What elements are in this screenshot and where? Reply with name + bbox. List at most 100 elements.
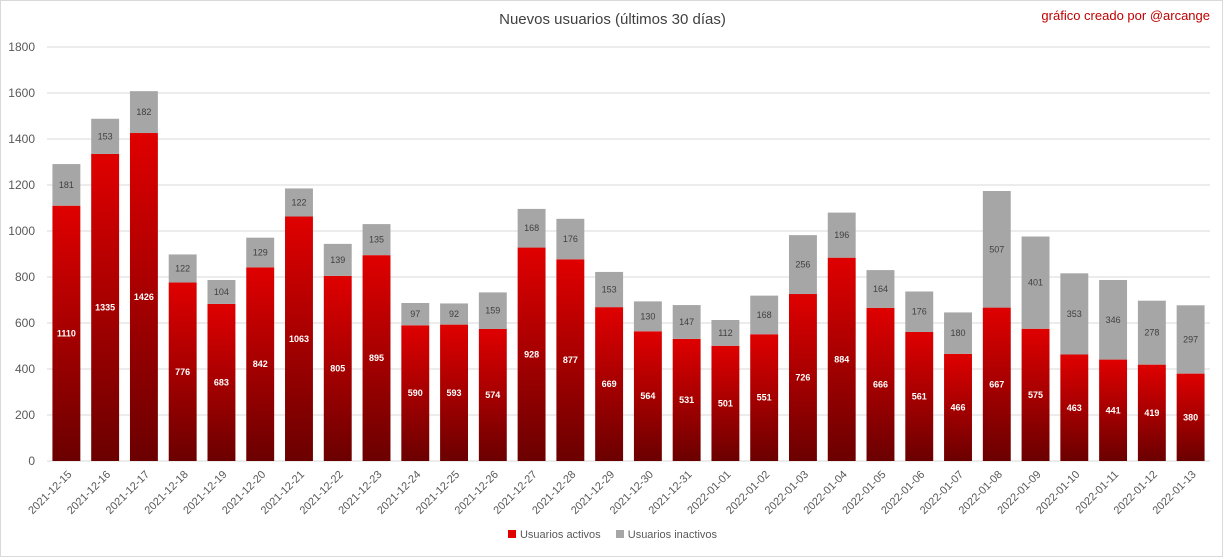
data-label-active: 575 — [1028, 390, 1043, 400]
bar-inactive — [1099, 279, 1128, 360]
data-label-inactive: 112 — [718, 328, 732, 338]
bar-inactive — [944, 312, 972, 354]
data-label-inactive: 278 — [1144, 328, 1159, 338]
bar-inactive — [827, 212, 856, 258]
bar-active — [944, 353, 972, 461]
legend-item-active: Usuarios activos — [507, 529, 601, 541]
x-axis: 2021-12-152021-12-162021-12-172021-12-18… — [26, 469, 1199, 517]
data-label-active: 1335 — [95, 302, 115, 312]
bar-active — [788, 294, 817, 461]
data-label-inactive: 297 — [1183, 334, 1198, 344]
bar-inactive — [905, 291, 934, 332]
data-label-active: 669 — [602, 379, 617, 389]
data-label-inactive: 181 — [59, 180, 74, 190]
chart-credit: gráfico creado por @arcange — [1041, 8, 1210, 23]
bar-active — [323, 275, 352, 461]
data-label-inactive: 92 — [449, 309, 459, 319]
bar-active — [1060, 354, 1089, 461]
bar-inactive — [246, 237, 275, 268]
y-tick-label: 800 — [15, 270, 35, 284]
bar-inactive — [711, 320, 740, 346]
bar-inactive — [595, 271, 624, 308]
bar-active — [91, 153, 120, 461]
data-label-active: 551 — [757, 393, 772, 403]
data-label-inactive: 122 — [291, 197, 306, 207]
bar-active — [556, 259, 585, 461]
data-label-active: 463 — [1067, 403, 1082, 413]
bar-active — [440, 324, 469, 461]
bar-inactive — [168, 254, 197, 283]
data-label-active: 466 — [951, 402, 966, 412]
data-label-inactive: 346 — [1106, 315, 1121, 325]
legend: Usuarios activos Usuarios inactivos — [1, 529, 1223, 541]
bar-active — [750, 334, 779, 461]
bar-active — [401, 325, 430, 461]
data-label-inactive: 153 — [98, 131, 113, 141]
data-label-inactive: 176 — [563, 234, 578, 244]
data-label-active: 574 — [485, 390, 500, 400]
data-label-inactive: 256 — [795, 260, 810, 270]
data-label-inactive: 122 — [175, 263, 190, 273]
bar-inactive — [478, 292, 507, 329]
bar-inactive — [1021, 236, 1050, 329]
bar-inactive — [362, 224, 391, 256]
bar-inactive — [1176, 305, 1205, 374]
data-label-active: 590 — [408, 388, 423, 398]
y-tick-label: 1800 — [8, 40, 35, 54]
bar-active — [168, 282, 197, 461]
bar-inactive — [129, 91, 158, 134]
bar-inactive — [556, 218, 585, 260]
bar-active — [1021, 328, 1050, 461]
bar-inactive — [91, 118, 120, 154]
bar-active — [285, 216, 313, 461]
data-label-active: 895 — [369, 353, 384, 363]
bar-active — [207, 303, 236, 461]
data-label-inactive: 159 — [485, 306, 500, 316]
legend-swatch-inactive — [615, 530, 624, 538]
data-label-inactive: 353 — [1067, 309, 1082, 319]
data-label-active: 441 — [1106, 405, 1121, 415]
y-tick-label: 1000 — [8, 224, 35, 238]
y-tick-label: 400 — [15, 362, 35, 376]
bar-inactive — [672, 305, 701, 339]
bar-inactive — [323, 243, 352, 276]
bar-inactive — [440, 303, 469, 325]
data-label-inactive: 104 — [214, 287, 229, 297]
data-label-inactive: 168 — [524, 223, 539, 233]
data-label-active: 666 — [873, 379, 888, 389]
bar-inactive — [866, 270, 895, 308]
data-label-active: 667 — [989, 379, 1004, 389]
data-label-inactive: 164 — [873, 284, 888, 294]
bar-inactive — [401, 302, 430, 326]
bars: 1110 181 1335 153 1426 182 776 122 683 104 842 129 1… — [52, 91, 1205, 461]
data-label-inactive: 147 — [679, 317, 694, 327]
bar-active — [633, 331, 662, 461]
y-tick-label: 0 — [28, 454, 35, 468]
data-label-active: 683 — [214, 377, 229, 387]
bar-inactive — [982, 190, 1011, 308]
y-axis: 0 200 400 600 800 1000 1200 1400 1600 1800 — [8, 40, 35, 468]
data-label-active: 776 — [175, 367, 190, 377]
bar-inactive — [1060, 273, 1089, 355]
data-label-inactive: 130 — [640, 311, 655, 321]
legend-item-inactive: Usuarios inactivos — [615, 529, 717, 541]
y-tick-label: 1600 — [8, 86, 35, 100]
bar-active — [595, 307, 624, 461]
data-label-inactive: 176 — [912, 307, 927, 317]
bar-inactive — [750, 295, 779, 335]
bar-active — [711, 345, 740, 461]
bar-active — [478, 328, 507, 461]
bar-active — [672, 338, 701, 461]
bar-active — [827, 257, 856, 461]
data-label-active: 877 — [563, 355, 578, 365]
bar-active — [129, 133, 158, 461]
bar-inactive — [517, 208, 546, 248]
data-label-active: 531 — [679, 395, 694, 405]
data-label-active: 884 — [834, 354, 849, 364]
bar-active — [1176, 373, 1205, 461]
y-tick-label: 1200 — [8, 178, 35, 192]
y-tick-label: 200 — [15, 408, 35, 422]
data-label-inactive: 153 — [602, 285, 617, 295]
data-label-active: 593 — [447, 388, 462, 398]
